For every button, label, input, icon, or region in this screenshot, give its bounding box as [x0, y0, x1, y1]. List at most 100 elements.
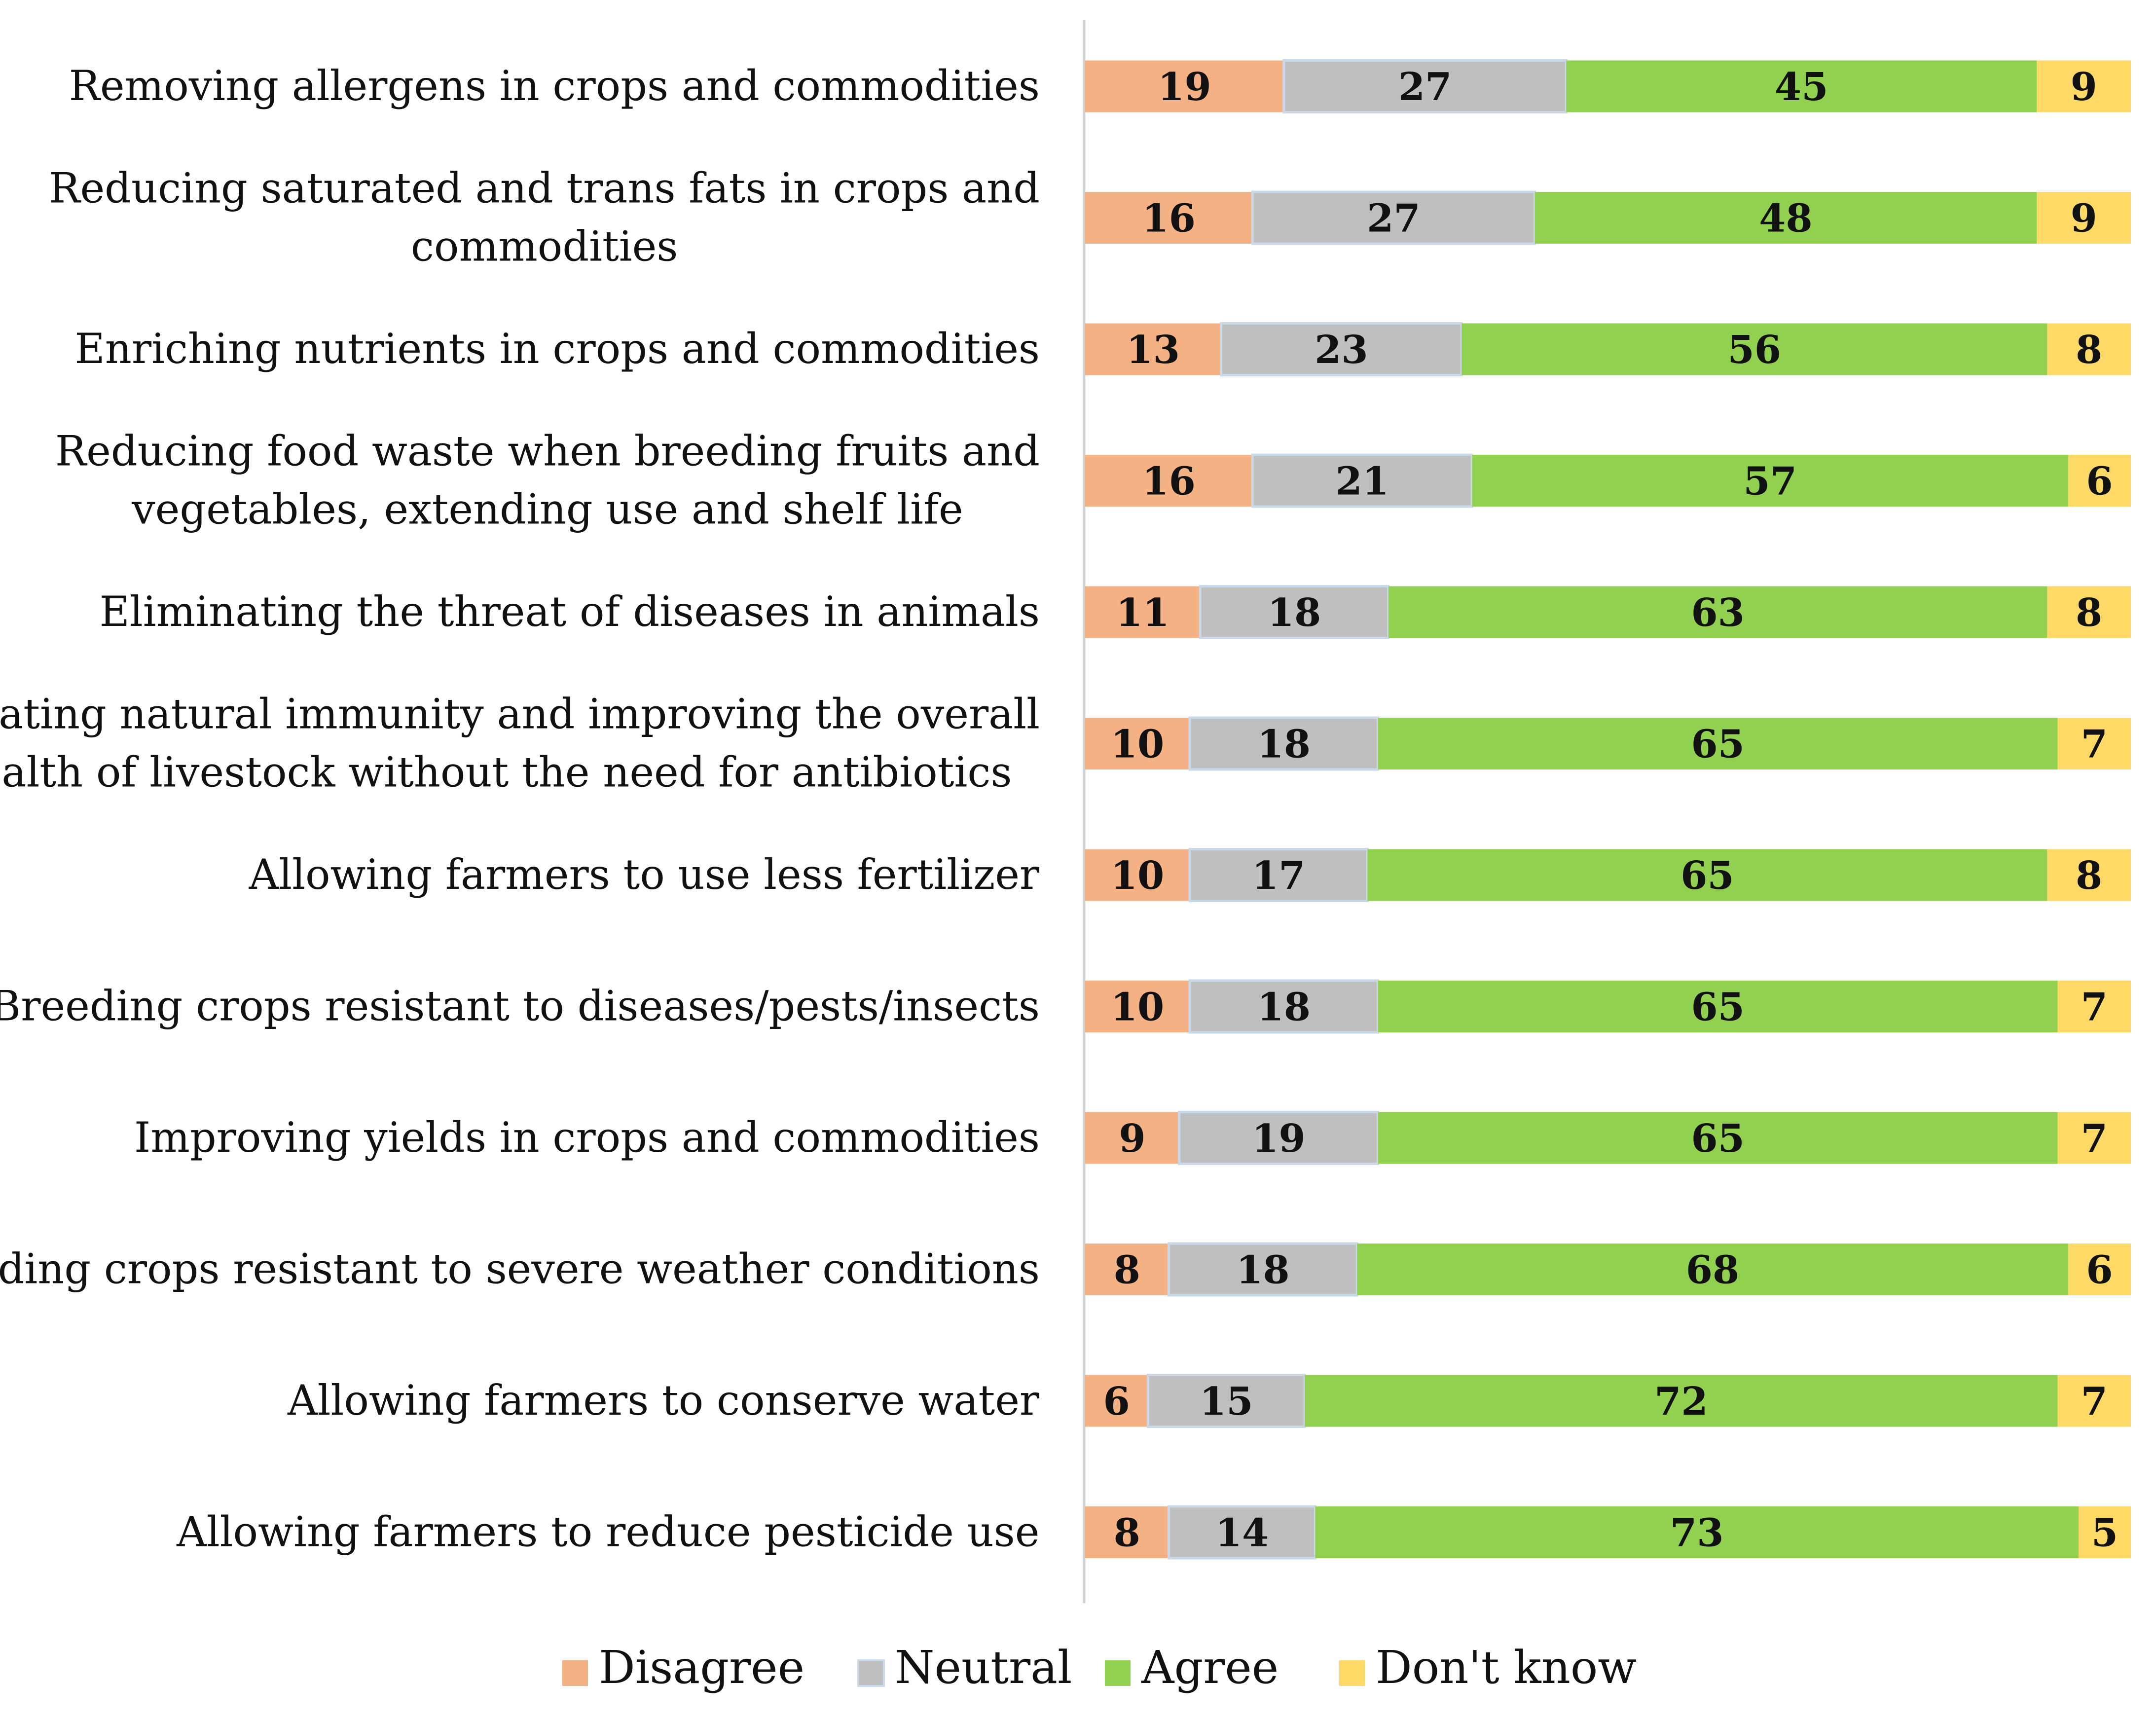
value-label: 8 — [2076, 590, 2102, 635]
value-label: 21 — [1336, 459, 1389, 504]
bar-segment-don-t-know — [2079, 1506, 2131, 1558]
bar-segment-disagree — [1085, 586, 1201, 638]
value-label: 11 — [1116, 590, 1169, 635]
value-label: 65 — [1691, 985, 1745, 1030]
bar-segment-disagree — [1085, 60, 1284, 112]
value-label: 18 — [1268, 590, 1321, 635]
category-label: Allowing farmers to conserve water — [287, 1376, 1040, 1425]
category-labels: Removing allergens in crops and commodit… — [0, 62, 1040, 1556]
value-label: 10 — [1111, 853, 1165, 898]
category-label: Breeding crops resistant to diseases/pes… — [0, 982, 1040, 1030]
value-label: 9 — [1119, 1116, 1145, 1161]
value-label: 10 — [1111, 985, 1165, 1030]
value-label: 8 — [1114, 1248, 1140, 1293]
bar-segment-disagree — [1085, 323, 1221, 375]
value-label: 7 — [2081, 722, 2108, 767]
bar-segment-don-t-know — [2057, 1112, 2131, 1164]
bar-segment-don-t-know — [2068, 1244, 2131, 1295]
category-label: Allowing farmers to reduce pesticide use — [176, 1508, 1039, 1556]
category-label: Allowing farmers to use less fertilizer — [249, 850, 1040, 899]
value-label: 73 — [1670, 1511, 1724, 1556]
category-label: Reducing food waste when breeding fruits… — [55, 427, 1040, 534]
value-label: 19 — [1252, 1116, 1306, 1161]
value-label: 72 — [1654, 1379, 1708, 1424]
bar-segment-neutral — [1178, 1111, 1380, 1165]
value-label: 63 — [1691, 590, 1745, 635]
bar-segment-disagree — [1085, 192, 1253, 244]
bar-segment-agree — [1462, 323, 2047, 375]
bar-segment-neutral — [1282, 59, 1568, 113]
value-label: 16 — [1142, 196, 1196, 241]
legend-label: Agree — [1141, 1641, 1279, 1694]
legend-swatch — [1105, 1660, 1131, 1686]
value-label: 65 — [1691, 1116, 1745, 1161]
value-label: 6 — [1103, 1379, 1130, 1424]
bar-segments — [1085, 59, 2131, 1560]
value-label: 45 — [1775, 65, 1828, 110]
value-label: 17 — [1252, 853, 1306, 898]
bar-segment-agree — [1378, 718, 2058, 769]
bar-segment-agree — [1357, 1244, 2068, 1295]
legend: Disagree Neutral Agree Don't know — [562, 1641, 1637, 1694]
bar-segment-disagree — [1085, 1112, 1179, 1164]
legend-swatch — [562, 1660, 588, 1686]
value-label: 57 — [1743, 459, 1797, 504]
legend-label: Neutral — [895, 1641, 1072, 1694]
value-label: 27 — [1398, 65, 1452, 110]
value-label: 8 — [2076, 328, 2102, 372]
bar-segment-agree — [1566, 60, 2037, 112]
bar-segment-agree — [1378, 1112, 2058, 1164]
value-label: 65 — [1691, 722, 1745, 767]
value-label: 18 — [1236, 1248, 1290, 1293]
category-label: Eliminating the threat of diseases in an… — [100, 587, 1040, 636]
bar-segment-don-t-know — [2057, 981, 2131, 1032]
bar-segment-don-t-know — [2037, 192, 2131, 244]
bar-segment-neutral — [1251, 190, 1536, 245]
value-labels: 19 27 45 916 27 48 913 23 56 816 21 57 611 18 63 810 18 6… — [1103, 65, 2118, 1556]
value-label: 5 — [2091, 1511, 2118, 1556]
value-label: 14 — [1215, 1511, 1269, 1556]
value-label: 19 — [1158, 65, 1211, 110]
bar-segment-neutral — [1188, 716, 1380, 771]
category-label: Reducing saturated and trans fats in cro… — [49, 164, 1040, 271]
value-label: 9 — [2070, 65, 2097, 110]
bar-segment-neutral — [1168, 1505, 1316, 1560]
legend-label: Don't know — [1376, 1641, 1637, 1694]
bar-segment-don-t-know — [2047, 323, 2131, 375]
category-label: Creating natural immunity and improving … — [0, 690, 1040, 797]
bar-segment-agree — [1305, 1375, 2058, 1427]
value-label: 16 — [1142, 459, 1196, 504]
bar-segment-agree — [1315, 1506, 2079, 1558]
bar-segment-don-t-know — [2068, 455, 2131, 507]
bar-segment-don-t-know — [2047, 849, 2131, 901]
value-label: 7 — [2081, 1116, 2108, 1161]
value-label: 7 — [2081, 1379, 2108, 1424]
value-label: 65 — [1681, 853, 1734, 898]
bar-segment-agree — [1535, 192, 2037, 244]
value-label: 48 — [1759, 196, 1813, 241]
value-label: 7 — [2081, 985, 2108, 1030]
value-label: 18 — [1257, 722, 1311, 767]
legend-swatch — [857, 1659, 885, 1687]
bar-segment-agree — [1472, 455, 2068, 507]
value-label: 13 — [1127, 328, 1180, 372]
bar-segment-agree — [1367, 849, 2047, 901]
bar-segment-agree — [1378, 981, 2058, 1032]
value-label: 56 — [1728, 328, 1782, 372]
value-label: 8 — [2076, 853, 2102, 898]
value-label: 8 — [1114, 1511, 1140, 1556]
legend-swatch — [1339, 1660, 1365, 1686]
bar-segment-disagree — [1085, 1506, 1169, 1558]
value-label: 9 — [2070, 196, 2097, 241]
bar-segment-neutral — [1199, 585, 1390, 639]
value-label: 6 — [2086, 1248, 2113, 1293]
value-label: 27 — [1367, 196, 1421, 241]
bar-segment-disagree — [1085, 718, 1190, 769]
value-label: 10 — [1111, 722, 1165, 767]
category-label: Improving yields in crops and commoditie… — [134, 1113, 1040, 1162]
bar-segment-disagree — [1085, 455, 1253, 507]
value-label: 6 — [2086, 459, 2113, 504]
value-label: 18 — [1257, 985, 1311, 1030]
bar-segment-don-t-know — [2057, 1375, 2131, 1427]
